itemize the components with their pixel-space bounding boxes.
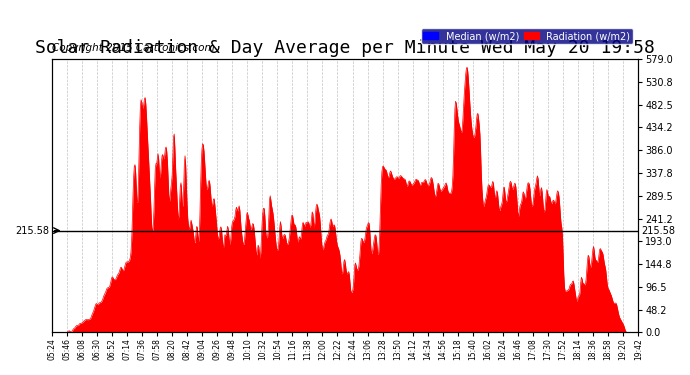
Text: 215.58: 215.58 <box>641 226 675 236</box>
Title: Solar Radiation & Day Average per Minute Wed May 20 19:58: Solar Radiation & Day Average per Minute… <box>35 39 655 57</box>
Text: Copyright 2015 Cartronics.com: Copyright 2015 Cartronics.com <box>52 44 215 54</box>
Text: 215.58: 215.58 <box>15 226 49 236</box>
Legend: Median (w/m2), Radiation (w/m2): Median (w/m2), Radiation (w/m2) <box>421 28 633 44</box>
